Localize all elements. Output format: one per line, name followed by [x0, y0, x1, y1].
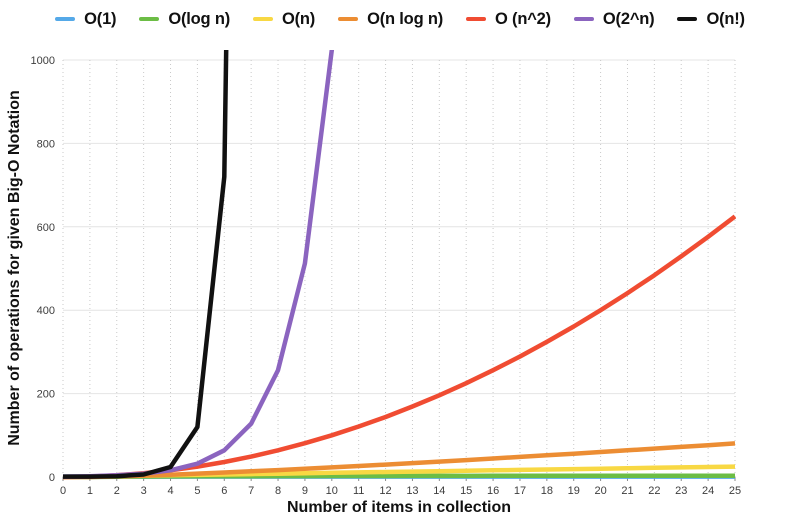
- x-tick-label-5: 5: [194, 485, 200, 497]
- x-tick-label-24: 24: [702, 485, 714, 497]
- y-tick-label-600: 600: [37, 222, 55, 234]
- x-tick-label-10: 10: [326, 485, 338, 497]
- legend-swatch-o-n-2: [466, 16, 487, 22]
- x-tick-label-7: 7: [248, 485, 254, 497]
- x-tick-label-6: 6: [221, 485, 227, 497]
- x-tick-label-23: 23: [675, 485, 687, 497]
- legend-item-o-n-log-n[interactable]: O(n log n): [338, 10, 443, 29]
- series-line-o-n-2: [62, 214, 736, 480]
- y-tick-label-800: 800: [37, 138, 55, 150]
- legend-swatch-o-log-n: [139, 16, 160, 22]
- legend-item-o-2-n[interactable]: O(2^n): [573, 9, 655, 29]
- x-tick-label-18: 18: [541, 485, 553, 497]
- legend-item-o-n[interactable]: O(n): [253, 10, 315, 29]
- x-tick-label-20: 20: [594, 485, 606, 497]
- legend-swatch-o-n: [253, 16, 273, 22]
- x-tick-label-19: 19: [568, 485, 580, 497]
- legend-label-o-log-n: O(log n): [168, 9, 230, 28]
- chart-legend: O(1) O(log n) O(n) O(n log n) O (n^2) O(2^n) O…: [0, 6, 800, 32]
- x-tick-label-22: 22: [648, 485, 660, 497]
- x-tick-label-2: 2: [114, 485, 120, 497]
- x-tick-label-1: 1: [87, 485, 93, 497]
- legend-swatch-o-n-log-n: [338, 16, 359, 22]
- legend-label-o-n: O(n): [282, 9, 316, 28]
- y-tick-label-1000: 1000: [31, 55, 55, 67]
- x-axis-title: Number of items in collection: [286, 499, 512, 516]
- series-line-o-2-n: [62, 50, 335, 479]
- legend-swatch-o-n: [677, 16, 698, 22]
- x-tick-label-9: 9: [302, 485, 308, 497]
- legend-item-o-n[interactable]: O(n!): [677, 9, 745, 29]
- legend-swatch-o-1: [55, 16, 76, 22]
- x-tick-label-0: 0: [60, 485, 66, 497]
- x-tick-label-14: 14: [433, 485, 445, 497]
- x-tick-label-12: 12: [379, 485, 391, 497]
- x-tick-label-4: 4: [167, 485, 173, 497]
- legend-label-o-1: O(1): [84, 9, 117, 28]
- series-line-o-n: [63, 50, 229, 479]
- x-tick-label-17: 17: [514, 485, 526, 497]
- series-line-o-n-log-n: [63, 441, 736, 480]
- legend-item-o-1[interactable]: O(1): [55, 9, 117, 29]
- y-tick-label-200: 200: [37, 389, 55, 401]
- legend-label-o-n-2: O (n^2): [495, 9, 551, 28]
- legend-item-o-log-n[interactable]: O(log n): [139, 10, 230, 29]
- x-tick-label-3: 3: [141, 485, 147, 497]
- x-tick-label-25: 25: [729, 485, 741, 497]
- y-axis-title: Number of operations for given Big-O Not…: [6, 90, 23, 446]
- x-tick-label-21: 21: [621, 485, 633, 497]
- legend-swatch-o-2-n: [573, 16, 594, 22]
- y-tick-label-0: 0: [49, 472, 55, 484]
- legend-label-o-2-n: O(2^n): [602, 9, 655, 28]
- x-tick-label-16: 16: [487, 485, 499, 497]
- x-tick-label-8: 8: [275, 485, 281, 497]
- x-tick-label-13: 13: [406, 485, 418, 497]
- x-tick-label-15: 15: [460, 485, 472, 497]
- x-tick-label-11: 11: [353, 485, 364, 497]
- legend-label-o-n-log-n: O(n log n): [367, 9, 444, 28]
- legend-label-o-n: O(n!): [706, 9, 745, 28]
- y-tick-label-400: 400: [37, 305, 55, 317]
- legend-item-o-n-2[interactable]: O (n^2): [466, 10, 551, 29]
